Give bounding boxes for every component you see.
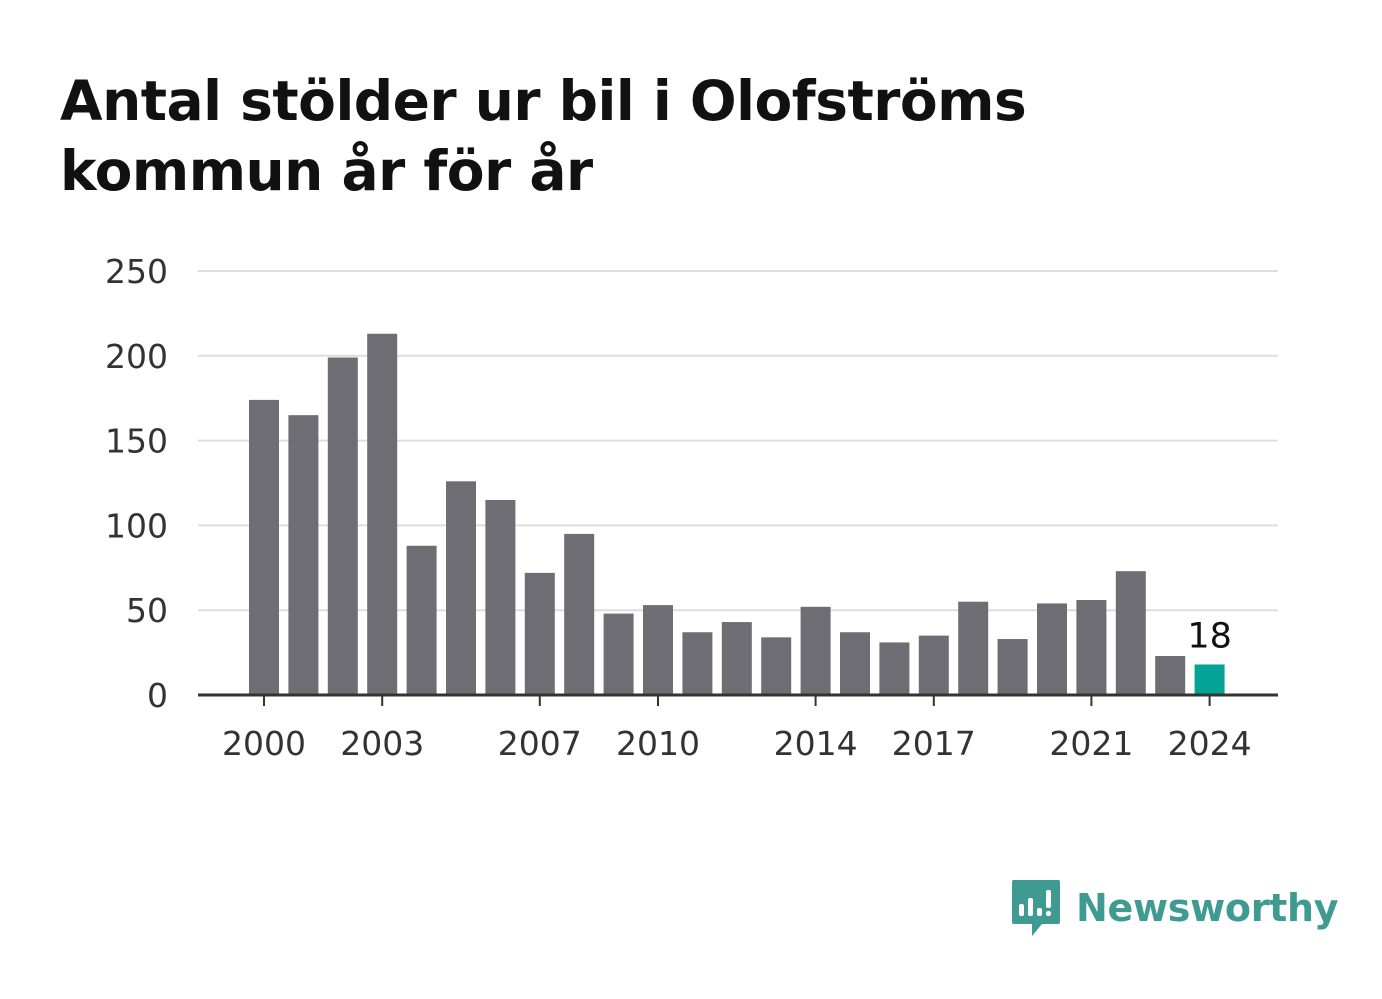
bars <box>249 333 1225 695</box>
y-tick-label: 150 <box>105 422 168 461</box>
bar-2010 <box>643 605 673 695</box>
bar-2020 <box>1037 603 1067 695</box>
bar-2005 <box>446 481 476 695</box>
bar-2004 <box>406 545 437 695</box>
bar-2011 <box>682 632 713 695</box>
chart-title-line-1: Antal stölder ur bil i Olofströms <box>60 69 1027 133</box>
bar-2013 <box>761 637 792 695</box>
bar-2007 <box>524 572 555 695</box>
bar-2012 <box>721 622 752 695</box>
bar-2001 <box>288 415 319 695</box>
bar-2008 <box>564 533 595 695</box>
y-tick-label: 250 <box>105 252 168 291</box>
bar-2006 <box>485 499 516 695</box>
y-tick-label: 0 <box>147 676 168 715</box>
bar-2009 <box>603 613 634 695</box>
brand-name: Newsworthy <box>1076 886 1339 930</box>
x-axis: 2000 2003 2007 2010 2014 2017 2021 2024 <box>198 693 1278 763</box>
bar-2015 <box>840 632 870 695</box>
x-tick-label: 2014 <box>774 724 858 763</box>
x-tick-label: 2007 <box>498 724 582 763</box>
data-labels: 18 <box>1184 613 1235 659</box>
y-tick-label: 200 <box>105 337 168 376</box>
chart-title-line-2: kommun år för år <box>60 139 593 203</box>
bar-2019 <box>997 639 1028 695</box>
x-tick-label: 2021 <box>1049 724 1133 763</box>
bar-2002 <box>327 357 358 695</box>
y-tick-label: 100 <box>105 506 168 545</box>
grid-lines <box>198 270 1278 612</box>
bar-2016 <box>879 642 910 695</box>
x-tick-label: 2000 <box>222 724 306 763</box>
bar-2024 <box>1194 664 1225 695</box>
bar-2014 <box>800 606 831 695</box>
chart-title: Antal stölder ur bil i Olofströms kommun… <box>60 66 1160 206</box>
y-axis-ticks: 0 50 100 150 200 250 <box>105 252 168 715</box>
data-label-highlight: 18 <box>1187 616 1232 656</box>
bar-2023 <box>1155 655 1186 695</box>
x-tick-label: 2010 <box>616 724 700 763</box>
x-tick-label: 2003 <box>340 724 424 763</box>
bar-2003 <box>367 333 398 695</box>
bar-2022 <box>1115 571 1146 695</box>
x-tick-label: 2017 <box>892 724 976 763</box>
bar-2021 <box>1076 600 1107 695</box>
bar-2000 <box>249 399 279 695</box>
y-tick-label: 50 <box>126 591 168 630</box>
brand-logo: Newsworthy <box>1010 878 1339 938</box>
bar-2017 <box>918 635 949 695</box>
newsworthy-logo-icon <box>1012 880 1060 936</box>
x-tick-label: 2024 <box>1168 724 1252 763</box>
bar-2018 <box>958 601 989 695</box>
